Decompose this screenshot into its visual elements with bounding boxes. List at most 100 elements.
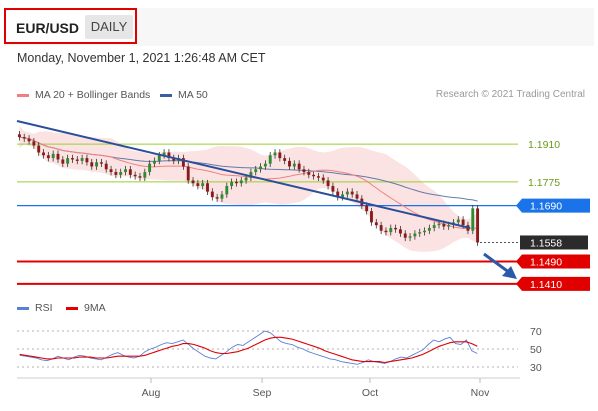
price-tag-pivot-label: 1.1690 — [530, 201, 562, 213]
candle-body — [230, 181, 234, 187]
candle-body — [365, 205, 369, 212]
legend-ma50: MA 50 — [160, 89, 208, 101]
candle-body — [263, 163, 267, 167]
candle-body — [432, 225, 436, 228]
candle-body — [394, 227, 398, 230]
9ma-swatch — [66, 306, 78, 310]
price-tag-support-4-label: 1.1490 — [530, 256, 562, 268]
rsi-swatch — [17, 306, 29, 310]
ma20-label: MA 20 + Bollinger Bands — [35, 89, 151, 101]
candle-body — [153, 160, 156, 164]
candle-body — [341, 194, 344, 198]
candle-body — [288, 160, 291, 167]
price-tag-pivot — [516, 198, 590, 213]
x-tick-label: Oct — [362, 387, 378, 399]
candle-body — [254, 169, 258, 173]
candle-body — [283, 158, 287, 161]
candle-body — [297, 163, 301, 170]
candle-body — [249, 172, 253, 178]
candle-body — [42, 152, 45, 156]
price-tag-last — [520, 235, 588, 250]
candle-body — [268, 155, 272, 164]
candle-body — [345, 191, 349, 195]
candle-body — [186, 166, 190, 181]
candle-body — [437, 223, 441, 226]
ma20-line — [19, 136, 478, 230]
candle-body — [143, 172, 147, 178]
candle-body — [418, 232, 422, 234]
legend-rsi: RSI — [17, 302, 53, 314]
ma50-label: MA 50 — [178, 89, 208, 101]
candle-body — [423, 230, 426, 233]
candle-body — [56, 153, 60, 160]
trend-line — [16, 120, 471, 229]
candle-body — [302, 169, 306, 173]
candle-body — [181, 158, 185, 167]
ma50-swatch — [160, 93, 172, 97]
price-tag-support-4 — [516, 254, 590, 269]
candle-body — [225, 186, 229, 195]
candle-body — [75, 159, 79, 161]
candle-body — [389, 227, 393, 233]
candle-body — [331, 186, 335, 192]
candle-body — [27, 138, 31, 142]
candle-body — [384, 230, 388, 233]
candle-body — [80, 158, 84, 161]
candle-body — [148, 163, 152, 173]
candle-body — [239, 180, 243, 184]
candle-body — [32, 141, 36, 146]
candle-body — [292, 163, 296, 167]
candle-body — [273, 152, 277, 156]
candle-body — [61, 159, 65, 164]
candle-body — [201, 183, 205, 187]
candle-body — [403, 233, 407, 238]
candle-body — [210, 191, 214, 198]
resistance-label-1: 1.1775 — [528, 177, 560, 189]
symbol-selector[interactable]: EUR/USD DAILY — [4, 8, 137, 44]
candle-body — [471, 208, 475, 231]
candle-body — [244, 177, 248, 181]
candle-body — [350, 191, 354, 195]
candle-body — [326, 180, 330, 187]
candle-body — [66, 158, 70, 164]
resistance-label-0: 1.1910 — [528, 139, 560, 151]
candle-body — [99, 162, 103, 164]
9ma-label: 9MA — [84, 302, 106, 314]
candle-body — [167, 152, 171, 159]
price-tag-last-label: 1.1558 — [530, 237, 562, 249]
forecast-arrow-shaft — [483, 252, 511, 275]
candle-body — [104, 163, 108, 170]
candle-body — [71, 158, 74, 160]
timestamp: Monday, November 1, 2021 1:26:48 AM CET — [17, 51, 266, 65]
candle-body — [46, 155, 50, 159]
ma20-swatch — [17, 93, 29, 97]
candle-body — [90, 162, 94, 167]
rsi-tick-label: 50 — [530, 344, 542, 356]
candle-body — [138, 176, 142, 178]
candle-body — [124, 169, 127, 173]
rsi-line — [19, 330, 478, 365]
candle-body — [259, 166, 263, 170]
candle-body — [476, 208, 480, 243]
candle-body — [447, 225, 451, 227]
candle-body — [157, 155, 161, 161]
candle-body — [215, 197, 219, 199]
price-tag-support-5-label: 1.1410 — [530, 279, 562, 291]
candle-body — [278, 152, 282, 159]
candle-body — [379, 225, 383, 231]
rsi-label: RSI — [35, 302, 53, 314]
candle-body — [17, 134, 21, 138]
timeframe-button[interactable]: DAILY — [85, 15, 133, 39]
candle-body — [133, 174, 137, 177]
candle-body — [316, 176, 320, 178]
candle-body — [398, 229, 402, 234]
bollinger-band — [19, 126, 478, 252]
candle-body — [336, 191, 340, 198]
candle-body — [461, 219, 465, 226]
forecast-arrow-head — [502, 266, 517, 279]
candle-body — [191, 180, 195, 184]
candle-body — [374, 222, 378, 226]
candle-body — [442, 223, 446, 227]
candle-body — [119, 172, 123, 175]
